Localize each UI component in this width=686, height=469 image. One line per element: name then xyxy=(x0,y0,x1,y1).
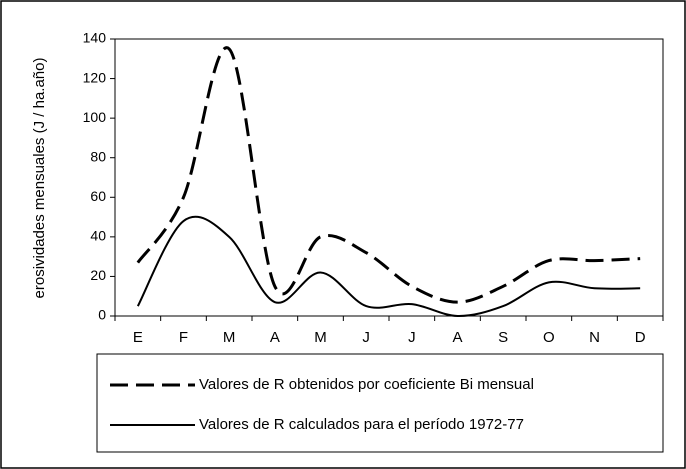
y-tick-label: 120 xyxy=(83,69,107,85)
x-tick-label: J xyxy=(408,329,416,346)
y-tick-label: 140 xyxy=(83,30,107,46)
y-tick-label: 60 xyxy=(90,188,106,204)
y-tick-label: 20 xyxy=(90,267,106,283)
y-tick-label: 0 xyxy=(98,307,106,323)
x-tick-label: J xyxy=(362,329,370,346)
x-tick-label: M xyxy=(223,329,236,346)
x-tick-label: N xyxy=(589,329,600,346)
x-tick-label: M xyxy=(314,329,327,346)
legend xyxy=(96,353,664,453)
y-axis-label: erosividades mensuales (J / ha.año) xyxy=(31,58,48,299)
legend-label: Valores de R calculados para el período … xyxy=(199,416,524,433)
y-tick-label: 100 xyxy=(83,109,107,125)
x-tick-label: D xyxy=(635,329,646,346)
x-tick-label: E xyxy=(133,329,143,346)
line-series xyxy=(136,46,641,304)
legend-label: Valores de R obtenidos por coeficiente B… xyxy=(199,376,534,393)
line-series xyxy=(136,215,641,318)
y-tick-label: 80 xyxy=(90,148,106,164)
x-tick-label: A xyxy=(452,329,462,346)
x-tick-label: O xyxy=(543,329,555,346)
y-tick-label: 40 xyxy=(90,228,106,244)
x-tick-label: S xyxy=(498,329,508,346)
x-tick-label: A xyxy=(270,329,280,346)
x-tick-label: F xyxy=(179,329,188,346)
